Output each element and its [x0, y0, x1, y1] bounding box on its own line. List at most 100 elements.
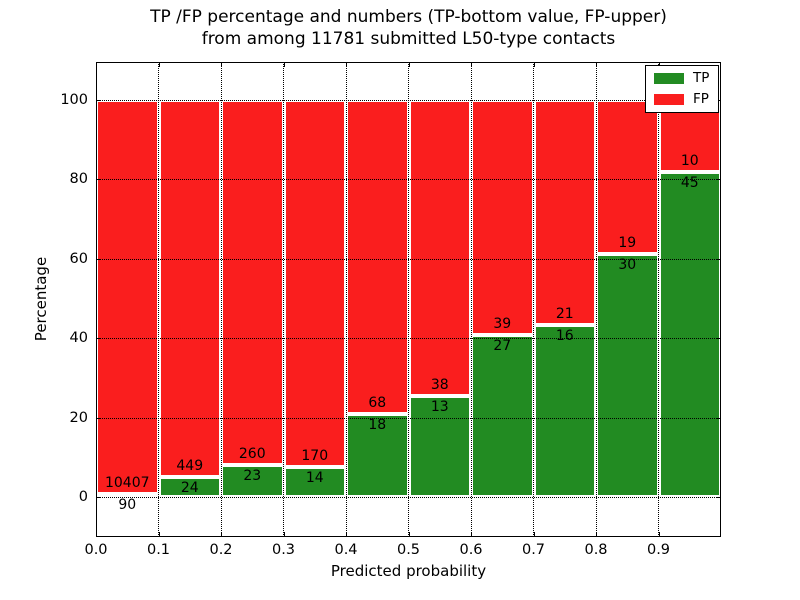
plot-area: 10407 90 449 24 260 23 170 14 68 18 38 13 39 27 21 16 19…	[96, 62, 721, 537]
gridline-y-100	[96, 100, 721, 102]
fp-count-label-7: 21	[555, 306, 574, 323]
bar-tp-9	[658, 172, 721, 497]
bar-fp-5	[408, 100, 471, 396]
legend-label-tp: TP	[693, 70, 710, 86]
fp-count-label-2: 260	[238, 445, 266, 462]
fp-count-label-4: 68	[368, 394, 387, 411]
bar-fp-2	[221, 100, 284, 465]
y-tick-label-20: 20	[69, 409, 88, 426]
bar-fp-8	[596, 100, 659, 254]
chart-title-line2: from among 11781 submitted L50-type cont…	[201, 29, 616, 50]
fp-swatch-icon	[654, 93, 684, 105]
y-tick-left-20	[96, 417, 101, 419]
chart-title: TP /FP percentage and numbers (TP-bottom…	[96, 6, 721, 51]
x-tick-top-4	[346, 62, 347, 67]
x-tick-bottom-1	[158, 532, 160, 537]
fp-count-label-8: 19	[618, 234, 637, 251]
gridline-y-40	[96, 338, 721, 340]
bar-tp-2	[221, 464, 284, 497]
chart-title-line1: TP /FP percentage and numbers (TP-bottom…	[150, 7, 667, 27]
fp-count-label-9: 10	[680, 153, 699, 170]
bar-tp-1	[158, 476, 221, 497]
gridline-x-0.7	[533, 62, 534, 537]
x-tick-label-0.1: 0.1	[146, 542, 171, 558]
gridline-x-0.4	[345, 62, 347, 537]
gridline-x-0.1	[158, 62, 159, 537]
y-axis-label: Percentage	[32, 256, 50, 342]
x-tick-top-5	[408, 62, 410, 67]
y-tick-right-0	[716, 496, 721, 498]
fp-count-label-1: 449	[176, 457, 204, 474]
bar-fp-6	[471, 100, 534, 335]
y-tick-left-0	[96, 496, 101, 498]
x-tick-top-6	[471, 62, 472, 67]
x-tick-bottom-4	[346, 532, 347, 537]
fp-count-label-6: 39	[493, 315, 512, 332]
x-tick-bottom-0	[96, 532, 97, 537]
x-tick-label-0.7: 0.7	[521, 542, 546, 558]
x-axis-label-wrap: Predicted probability	[96, 562, 721, 580]
x-tick-bottom-7	[533, 532, 535, 537]
gridline-y-80	[96, 179, 721, 181]
gridline-y-60	[96, 258, 721, 260]
fp-count-label-3: 170	[301, 447, 329, 464]
y-tick-label-40: 40	[69, 330, 88, 347]
bar-fp-3	[283, 100, 346, 467]
x-tick-top-0	[96, 62, 97, 67]
bar-fp-0	[96, 100, 159, 494]
tp-count-label-8: 30	[618, 256, 637, 273]
x-tick-label-0.4: 0.4	[334, 542, 358, 558]
tp-count-label-7: 16	[555, 328, 574, 345]
bar-tp-3	[283, 466, 346, 497]
x-tick-label-0.6: 0.6	[459, 542, 483, 558]
y-tick-left-80	[96, 179, 101, 181]
x-tick-label-0.2: 0.2	[209, 542, 233, 558]
legend-row-tp: TP	[654, 70, 710, 86]
fp-count-label-5: 38	[430, 376, 449, 393]
gridline-x-0.9	[658, 62, 659, 537]
bar-tp-8	[596, 253, 659, 497]
x-tick-top-8	[596, 62, 597, 67]
x-tick-top-2	[221, 62, 222, 67]
gridline-y-20	[96, 417, 721, 419]
y-tick-label-60: 60	[69, 250, 88, 267]
fp-count-label-0: 10407	[104, 474, 150, 491]
x-tick-top-9	[658, 62, 660, 67]
x-tick-top-1	[158, 62, 160, 67]
bar-fp-4	[346, 100, 409, 414]
x-tick-label-0.0: 0.0	[84, 542, 108, 558]
y-tick-left-100	[96, 100, 101, 102]
legend: TP FP	[645, 65, 720, 113]
tp-count-label-6: 27	[493, 337, 512, 354]
bar-tp-4	[346, 413, 409, 497]
x-tick-bottom-6	[471, 532, 472, 537]
legend-row-fp: FP	[654, 92, 709, 107]
x-tick-label-0.3: 0.3	[271, 542, 296, 558]
tp-count-label-5: 13	[430, 398, 449, 415]
tp-count-label-4: 18	[368, 416, 387, 433]
y-tick-label-0: 0	[78, 488, 88, 505]
x-tick-bottom-9	[658, 532, 660, 537]
bar-tp-7	[533, 325, 596, 497]
y-tick-left-40	[96, 338, 101, 340]
tp-count-label-1: 24	[180, 479, 199, 496]
tp-swatch-icon	[654, 73, 684, 85]
tp-count-label-3: 14	[305, 469, 324, 486]
x-tick-top-7	[533, 62, 535, 67]
gridline-x-0.2	[220, 62, 222, 537]
bar-fp-1	[158, 100, 221, 477]
x-tick-label-0.9: 0.9	[646, 542, 671, 558]
x-tick-label-0.5: 0.5	[396, 542, 421, 558]
x-tick-top-3	[283, 62, 285, 67]
y-tick-label-80: 80	[69, 171, 88, 188]
y-tick-right-20	[716, 417, 721, 419]
gridline-x-0.5	[408, 62, 409, 537]
bar-fp-7	[533, 100, 596, 326]
bar-tp-6	[471, 334, 534, 497]
x-tick-bottom-2	[221, 532, 222, 537]
y-tick-right-60	[716, 258, 721, 260]
y-tick-left-60	[96, 258, 101, 260]
y-tick-label-100: 100	[60, 92, 88, 109]
x-tick-label-0.8: 0.8	[584, 542, 608, 558]
